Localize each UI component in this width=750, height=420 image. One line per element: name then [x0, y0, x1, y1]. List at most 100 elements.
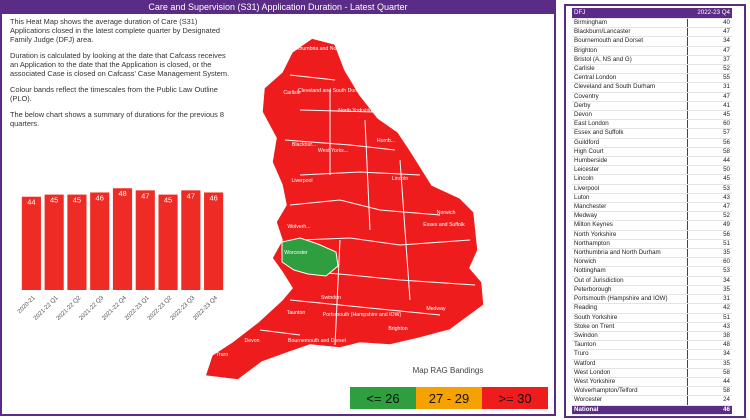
- table-row: National 46: [572, 405, 732, 415]
- legend-label: <= 26: [366, 391, 399, 406]
- title: Care and Supervision (S31) Application D…: [2, 0, 554, 14]
- name-cell: Northumbria and North Durham: [572, 248, 688, 259]
- name-cell: Central London: [572, 73, 688, 84]
- table-row: Watford 35: [572, 359, 732, 369]
- value-label: 45: [73, 196, 81, 205]
- value-label: 45: [50, 196, 58, 205]
- value-cell: 31: [687, 82, 732, 93]
- name-cell: National: [572, 405, 688, 415]
- value-cell: 45: [687, 110, 732, 121]
- value-cell: 43: [687, 322, 732, 332]
- table-row: Derby 41: [572, 101, 732, 112]
- table-row: Leicester 50: [572, 165, 732, 176]
- value-label: 48: [118, 189, 126, 198]
- table-row: Lincoln 45: [572, 174, 732, 185]
- table-row: Coventry 47: [572, 92, 732, 102]
- map-label: Essex and Suffolk: [423, 222, 465, 228]
- table-row: Truro 34: [572, 349, 732, 360]
- map-divider: [259, 74, 476, 346]
- name-cell: West Yorkshire: [572, 377, 688, 388]
- name-cell: Out of Jurisdiction: [572, 276, 688, 286]
- legend-label: >= 30: [498, 391, 531, 406]
- description: This Heat Map shows the average duration…: [10, 17, 235, 135]
- name-cell: Portsmouth (Hampshire and IOW): [572, 294, 688, 305]
- value-cell: 53: [687, 184, 732, 194]
- bar: [21, 196, 41, 290]
- legend-label: 27 - 29: [429, 391, 469, 406]
- name-cell: Brighton: [572, 46, 688, 56]
- table-row: West Yorkshire 44: [572, 377, 732, 388]
- value-cell: 35: [687, 285, 732, 296]
- name-cell: Liverpool: [572, 184, 688, 194]
- name-cell: Milton Keynes: [572, 220, 688, 231]
- name-cell: Carlisle: [572, 64, 688, 75]
- map-label: Brighton: [388, 326, 407, 332]
- map-label: Truro: [216, 352, 228, 358]
- map-label: Humb...: [377, 138, 395, 144]
- value-cell: 34: [687, 276, 732, 286]
- name-cell: Norwich: [572, 257, 688, 268]
- value-cell: 35: [687, 359, 732, 369]
- value-cell: 57: [687, 128, 732, 139]
- name-cell: Watford: [572, 359, 688, 369]
- value-cell: 43: [687, 193, 732, 204]
- table-header: DFJ 2022-23 Q4: [572, 8, 732, 19]
- table-row: Worcester 24: [572, 395, 732, 406]
- value-cell: 35: [687, 248, 732, 259]
- map-label: North Yorkshire: [338, 108, 374, 114]
- value-cell: 24: [687, 395, 732, 406]
- value-cell: 41: [687, 101, 732, 112]
- value-label: 47: [141, 191, 149, 200]
- legend-swatch: [416, 387, 482, 409]
- value-cell: 40: [687, 18, 732, 29]
- value-cell: 45: [687, 174, 732, 185]
- table-row: Manchester 47: [572, 202, 732, 213]
- map-label: Cleveland and South Durham: [298, 88, 366, 94]
- bar: [158, 194, 178, 290]
- table-row: West London 58: [572, 368, 732, 378]
- map-label: Liverpool: [291, 178, 312, 184]
- table-row: Norwich 60: [572, 257, 732, 268]
- name-cell: Guildford: [572, 138, 688, 148]
- value-label: 45: [164, 196, 172, 205]
- name-cell: Essex and Suffolk: [572, 128, 688, 139]
- column-header: DFJ: [572, 8, 688, 19]
- table-row: North Yorkshire 56: [572, 230, 732, 240]
- table-row: Swindon 38: [572, 331, 732, 342]
- table-row: Milton Keynes 49: [572, 220, 732, 231]
- value-cell: 56: [687, 230, 732, 240]
- map-region: [203, 37, 485, 381]
- name-cell: Bournemouth and Dorset: [572, 36, 688, 47]
- value-cell: 60: [687, 257, 732, 268]
- map-label: Devon: [245, 338, 260, 344]
- value-cell: 55: [687, 73, 732, 84]
- name-cell: Coventry: [572, 92, 688, 102]
- table-row: Humberside 44: [572, 156, 732, 167]
- value-label: 46: [209, 193, 217, 202]
- dfj-table: DFJ 2022-23 Q4 Birmingham 40 Blackburn/Lan…: [572, 8, 732, 415]
- value-cell: 58: [687, 147, 732, 158]
- table-row: High Court 58: [572, 147, 732, 158]
- table-row: Medway 52: [572, 211, 732, 222]
- table-row: Cleveland and South Durham 31: [572, 82, 732, 93]
- map-label: Northumbria and North Durham: [290, 46, 363, 52]
- value-cell: 51: [687, 313, 732, 323]
- name-cell: Peterborough: [572, 285, 688, 296]
- map-label: Medway: [426, 306, 446, 312]
- value-label: 44: [27, 198, 35, 207]
- value-cell: 51: [687, 239, 732, 250]
- table-row: Stoke on Trent 43: [572, 322, 732, 332]
- table-row: Nottingham 53: [572, 266, 732, 277]
- name-cell: Stoke on Trent: [572, 322, 688, 332]
- name-cell: Bristol (A, NS and G): [572, 55, 688, 66]
- table-row: Bournemouth and Dorset 34: [572, 36, 732, 47]
- table-row: East London 60: [572, 119, 732, 130]
- name-cell: Swindon: [572, 331, 688, 342]
- value-label: 47: [187, 191, 195, 200]
- value-cell: 60: [687, 119, 732, 130]
- legend-swatch: [482, 387, 548, 409]
- legend-title: Map RAG Bandings: [413, 366, 484, 375]
- value-cell: 48: [687, 340, 732, 351]
- map-label: Swindon: [321, 295, 341, 301]
- table-row: Luton 43: [572, 193, 732, 204]
